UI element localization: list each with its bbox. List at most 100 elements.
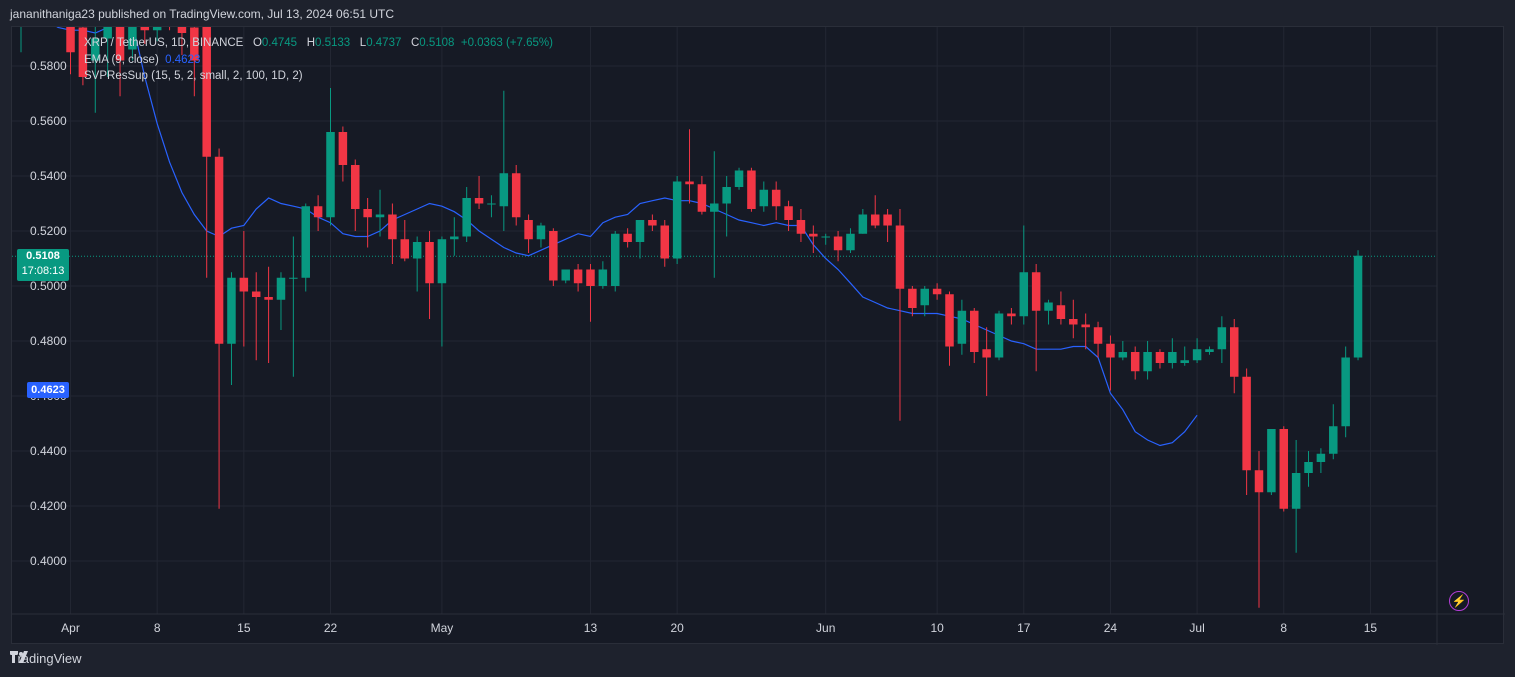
candle-down	[1279, 426, 1289, 512]
candles	[20, 27, 1363, 608]
candle-down	[351, 159, 360, 231]
legend-svp-row[interactable]: SVPResSup (15, 5, 2, small, 2, 100, 1D, …	[84, 68, 553, 85]
candle-down	[685, 129, 694, 204]
candle-body	[883, 214, 892, 226]
candle-body	[190, 27, 199, 61]
candle-up	[1180, 346, 1189, 366]
candle-up	[994, 310, 1004, 361]
candle-body	[152, 27, 162, 31]
candle-body	[78, 27, 88, 77]
candle-body	[858, 214, 868, 234]
candle-body	[499, 173, 509, 207]
price-axis[interactable]: 0.5800 0.5600 0.5400 0.5200 0.5000 0.4800 0.46…	[30, 59, 67, 568]
candle-down	[660, 220, 670, 267]
candle-down	[895, 209, 905, 421]
grid-lines	[12, 27, 1505, 645]
legend-ema-row[interactable]: EMA (9, close) 0.4623	[84, 52, 553, 69]
candle-down	[908, 286, 917, 317]
candle-body	[685, 181, 694, 185]
x-tick-label: 10	[930, 621, 944, 635]
candle-body	[462, 198, 471, 237]
candle-up	[412, 236, 422, 292]
candle-down	[474, 176, 484, 209]
candle-body	[400, 239, 410, 259]
x-tick-label: 8	[1280, 621, 1287, 635]
candle-body	[623, 233, 632, 242]
time-axis[interactable]: Apr 8 15 22 May 13 20 Jun 10 17 24 Jul 8 15	[61, 621, 1377, 635]
candle-up	[437, 236, 447, 347]
candle-down	[932, 283, 942, 300]
lightning-icon[interactable]: ⚡	[1449, 591, 1469, 611]
candle-body	[177, 27, 187, 33]
candle-body	[487, 203, 496, 205]
tradingview-logo[interactable]: TradingView	[10, 651, 82, 666]
candle-body	[710, 203, 719, 212]
candle-up	[227, 272, 236, 385]
candle-body	[511, 173, 521, 218]
candle-down	[945, 291, 954, 366]
change-value: +0.0363 (+7.65%)	[460, 37, 553, 49]
candle-body	[313, 206, 323, 218]
candle-down	[1031, 264, 1041, 372]
candle-body	[1304, 462, 1313, 473]
y-tick-label: 0.5000	[30, 279, 67, 293]
candle-up	[821, 233, 830, 245]
candle-body	[289, 277, 298, 279]
candle-up	[1341, 346, 1350, 438]
candle-body	[932, 288, 942, 295]
candle-up	[462, 187, 471, 242]
svp-indicator-name[interactable]: SVPResSup (15, 5, 2, small, 2, 100, 1D, …	[84, 70, 303, 82]
candle-down	[796, 209, 806, 242]
candle-up	[103, 27, 112, 77]
candle-down	[400, 220, 410, 262]
candle-body	[276, 277, 286, 300]
candle-body	[1242, 376, 1251, 471]
candle-up	[734, 167, 744, 190]
candle-down	[1081, 313, 1090, 350]
x-tick-label: 22	[324, 621, 338, 635]
chart-legend: XRP / TetherUS, 1D, BINANCE O0.4745 H0.5…	[84, 35, 553, 85]
candle-body	[1254, 470, 1264, 493]
candle-body	[1168, 352, 1177, 363]
candle-body	[1056, 305, 1066, 319]
candle-down	[1007, 308, 1016, 325]
candle-body	[648, 220, 657, 226]
candle-up	[858, 209, 868, 234]
candle-down	[313, 195, 323, 231]
candle-body	[474, 198, 484, 204]
symbol-name[interactable]: XRP / TetherUS, 1D, BINANCE	[84, 37, 244, 49]
candle-down	[115, 27, 125, 97]
candle-body	[1291, 473, 1301, 509]
candle-body	[536, 225, 546, 240]
candle-body	[363, 209, 372, 218]
candle-up	[610, 231, 620, 292]
candle-body	[573, 269, 583, 284]
candle-body	[982, 349, 991, 358]
ema-indicator-name[interactable]: EMA (9, close)	[84, 53, 159, 66]
candle-down	[1242, 368, 1251, 495]
ema-indicator-value: 0.4623	[165, 53, 201, 66]
candle-down	[1254, 451, 1264, 608]
candle-up	[635, 220, 645, 259]
candle-down	[140, 27, 150, 44]
candle-up	[128, 27, 137, 61]
candlestick-chart[interactable]: 0.5800 0.5600 0.5400 0.5200 0.5000 0.4800 0.46…	[12, 27, 1505, 645]
candle-up	[499, 90, 509, 231]
candle-body	[1316, 453, 1326, 462]
open-label: O	[252, 37, 262, 49]
candle-body	[338, 132, 348, 165]
x-tick-label: Jun	[816, 621, 835, 635]
candle-body	[524, 220, 533, 240]
tradingview-logo-icon	[10, 651, 28, 663]
candle-up	[450, 217, 459, 256]
y-tick-label: 0.4400	[30, 444, 67, 458]
candle-up	[1118, 341, 1128, 361]
candle-down	[1106, 335, 1115, 391]
legend-symbol-row[interactable]: XRP / TetherUS, 1D, BINANCE O0.4745 H0.5…	[84, 35, 553, 52]
candle-down	[239, 231, 249, 347]
chart-pane[interactable]: 0.5800 0.5600 0.5400 0.5200 0.5000 0.4800 0.46…	[11, 26, 1505, 645]
candle-body	[945, 294, 954, 347]
candle-down	[771, 181, 781, 220]
close-value: 0.5108	[419, 37, 455, 49]
candle-up	[152, 27, 162, 42]
